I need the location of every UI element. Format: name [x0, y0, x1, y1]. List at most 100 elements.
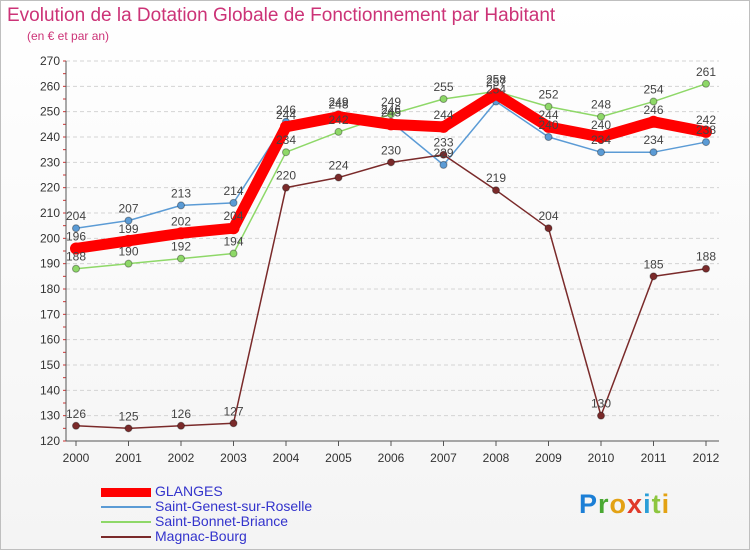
- data-label: 202: [171, 214, 191, 228]
- data-point: [544, 102, 553, 111]
- data-label: 185: [643, 257, 663, 271]
- data-point: [490, 87, 502, 100]
- data-label: 244: [538, 108, 558, 122]
- data-label: 234: [643, 133, 663, 147]
- data-point: [647, 115, 660, 128]
- data-point: [702, 138, 710, 147]
- y-tick-label: 250: [40, 105, 60, 119]
- y-tick-label: 200: [40, 231, 60, 245]
- data-label: 125: [118, 409, 138, 423]
- y-tick-label: 230: [40, 155, 60, 169]
- data-label: 204: [538, 209, 558, 223]
- data-label: 240: [591, 118, 611, 132]
- data-label: 246: [276, 103, 296, 117]
- data-label: 204: [66, 209, 86, 223]
- data-point: [437, 120, 450, 133]
- legend-label: GLANGES: [155, 483, 223, 499]
- data-label: 246: [381, 103, 401, 117]
- x-tick-label: 2000: [63, 451, 90, 465]
- data-point: [544, 224, 553, 233]
- legend-label: Magnac-Bourg: [155, 528, 247, 544]
- data-point: [282, 148, 290, 157]
- data-point: [439, 95, 448, 103]
- axes: 1201301401501601701801902002102202302402…: [40, 54, 720, 465]
- legend-swatch: [101, 521, 151, 523]
- data-label: 244: [433, 108, 453, 122]
- data-label: 234: [276, 133, 296, 147]
- y-tick-label: 270: [40, 54, 60, 68]
- legend-item: Saint-Bonnet-Briance: [101, 513, 361, 530]
- legend-item: GLANGES: [101, 483, 361, 500]
- x-tick-label: 2011: [641, 451, 667, 465]
- data-point: [439, 160, 448, 169]
- x-tick-label: 2005: [325, 451, 352, 465]
- legend-swatch: [101, 488, 151, 497]
- x-tick-label: 2002: [168, 451, 195, 465]
- data-label: 224: [328, 159, 348, 173]
- data-label: 207: [118, 202, 138, 216]
- data-point: [175, 227, 187, 240]
- data-label: 219: [486, 171, 506, 185]
- y-tick-label: 160: [40, 333, 60, 347]
- data-label: 204: [223, 209, 243, 223]
- y-tick-label: 170: [40, 307, 60, 321]
- data-label: 242: [328, 113, 348, 127]
- data-label: 248: [591, 98, 611, 112]
- x-tick-label: 2003: [220, 451, 247, 465]
- data-point: [649, 148, 658, 157]
- data-label: 233: [433, 136, 453, 150]
- data-point: [597, 148, 605, 157]
- data-point: [649, 272, 658, 281]
- data-point: [332, 110, 345, 123]
- data-label: 248: [328, 98, 348, 112]
- data-point: [124, 216, 133, 225]
- data-label: 199: [118, 222, 138, 236]
- data-point: [282, 183, 290, 192]
- data-label: 196: [66, 229, 86, 243]
- data-point: [702, 264, 710, 273]
- data-point: [334, 173, 343, 182]
- data-label: 126: [66, 407, 86, 421]
- data-label: 249: [381, 95, 401, 109]
- data-point: [700, 125, 712, 138]
- y-tick-label: 130: [40, 409, 60, 423]
- data-label: 234: [591, 133, 611, 147]
- legend-label: Saint-Bonnet-Briance: [155, 513, 289, 529]
- data-label: 192: [171, 240, 191, 254]
- data-point: [177, 421, 185, 430]
- y-tick-label: 150: [40, 358, 60, 372]
- y-tick-label: 120: [40, 434, 60, 448]
- data-point: [597, 411, 605, 420]
- data-point: [387, 110, 395, 119]
- data-point: [229, 198, 238, 207]
- y-tick-label: 210: [40, 206, 60, 220]
- chart-title: Evolution de la Dotation Globale de Fonc…: [7, 5, 556, 26]
- data-label: 249: [328, 95, 348, 109]
- chart-subtitle: (en € et par an): [27, 29, 110, 43]
- data-point: [72, 264, 80, 273]
- y-tick-label: 240: [40, 130, 60, 144]
- data-label: 242: [696, 113, 716, 127]
- data-label: 230: [381, 143, 401, 157]
- data-point: [72, 224, 80, 233]
- data-point: [542, 120, 555, 133]
- data-label: 130: [591, 397, 611, 411]
- data-label: 188: [696, 250, 716, 264]
- y-tick-label: 260: [40, 79, 60, 93]
- data-point: [544, 133, 553, 141]
- x-tick-label: 2004: [273, 451, 300, 465]
- data-label: 246: [643, 103, 663, 117]
- data-label: 214: [223, 184, 243, 198]
- data-label: 127: [223, 404, 243, 418]
- data-point: [227, 222, 240, 235]
- data-point: [229, 419, 238, 428]
- data-point: [177, 254, 185, 263]
- y-tick-label: 140: [40, 383, 60, 397]
- data-point: [72, 421, 80, 430]
- data-point: [492, 186, 500, 195]
- data-label: 261: [696, 65, 716, 79]
- data-label: 220: [276, 169, 296, 183]
